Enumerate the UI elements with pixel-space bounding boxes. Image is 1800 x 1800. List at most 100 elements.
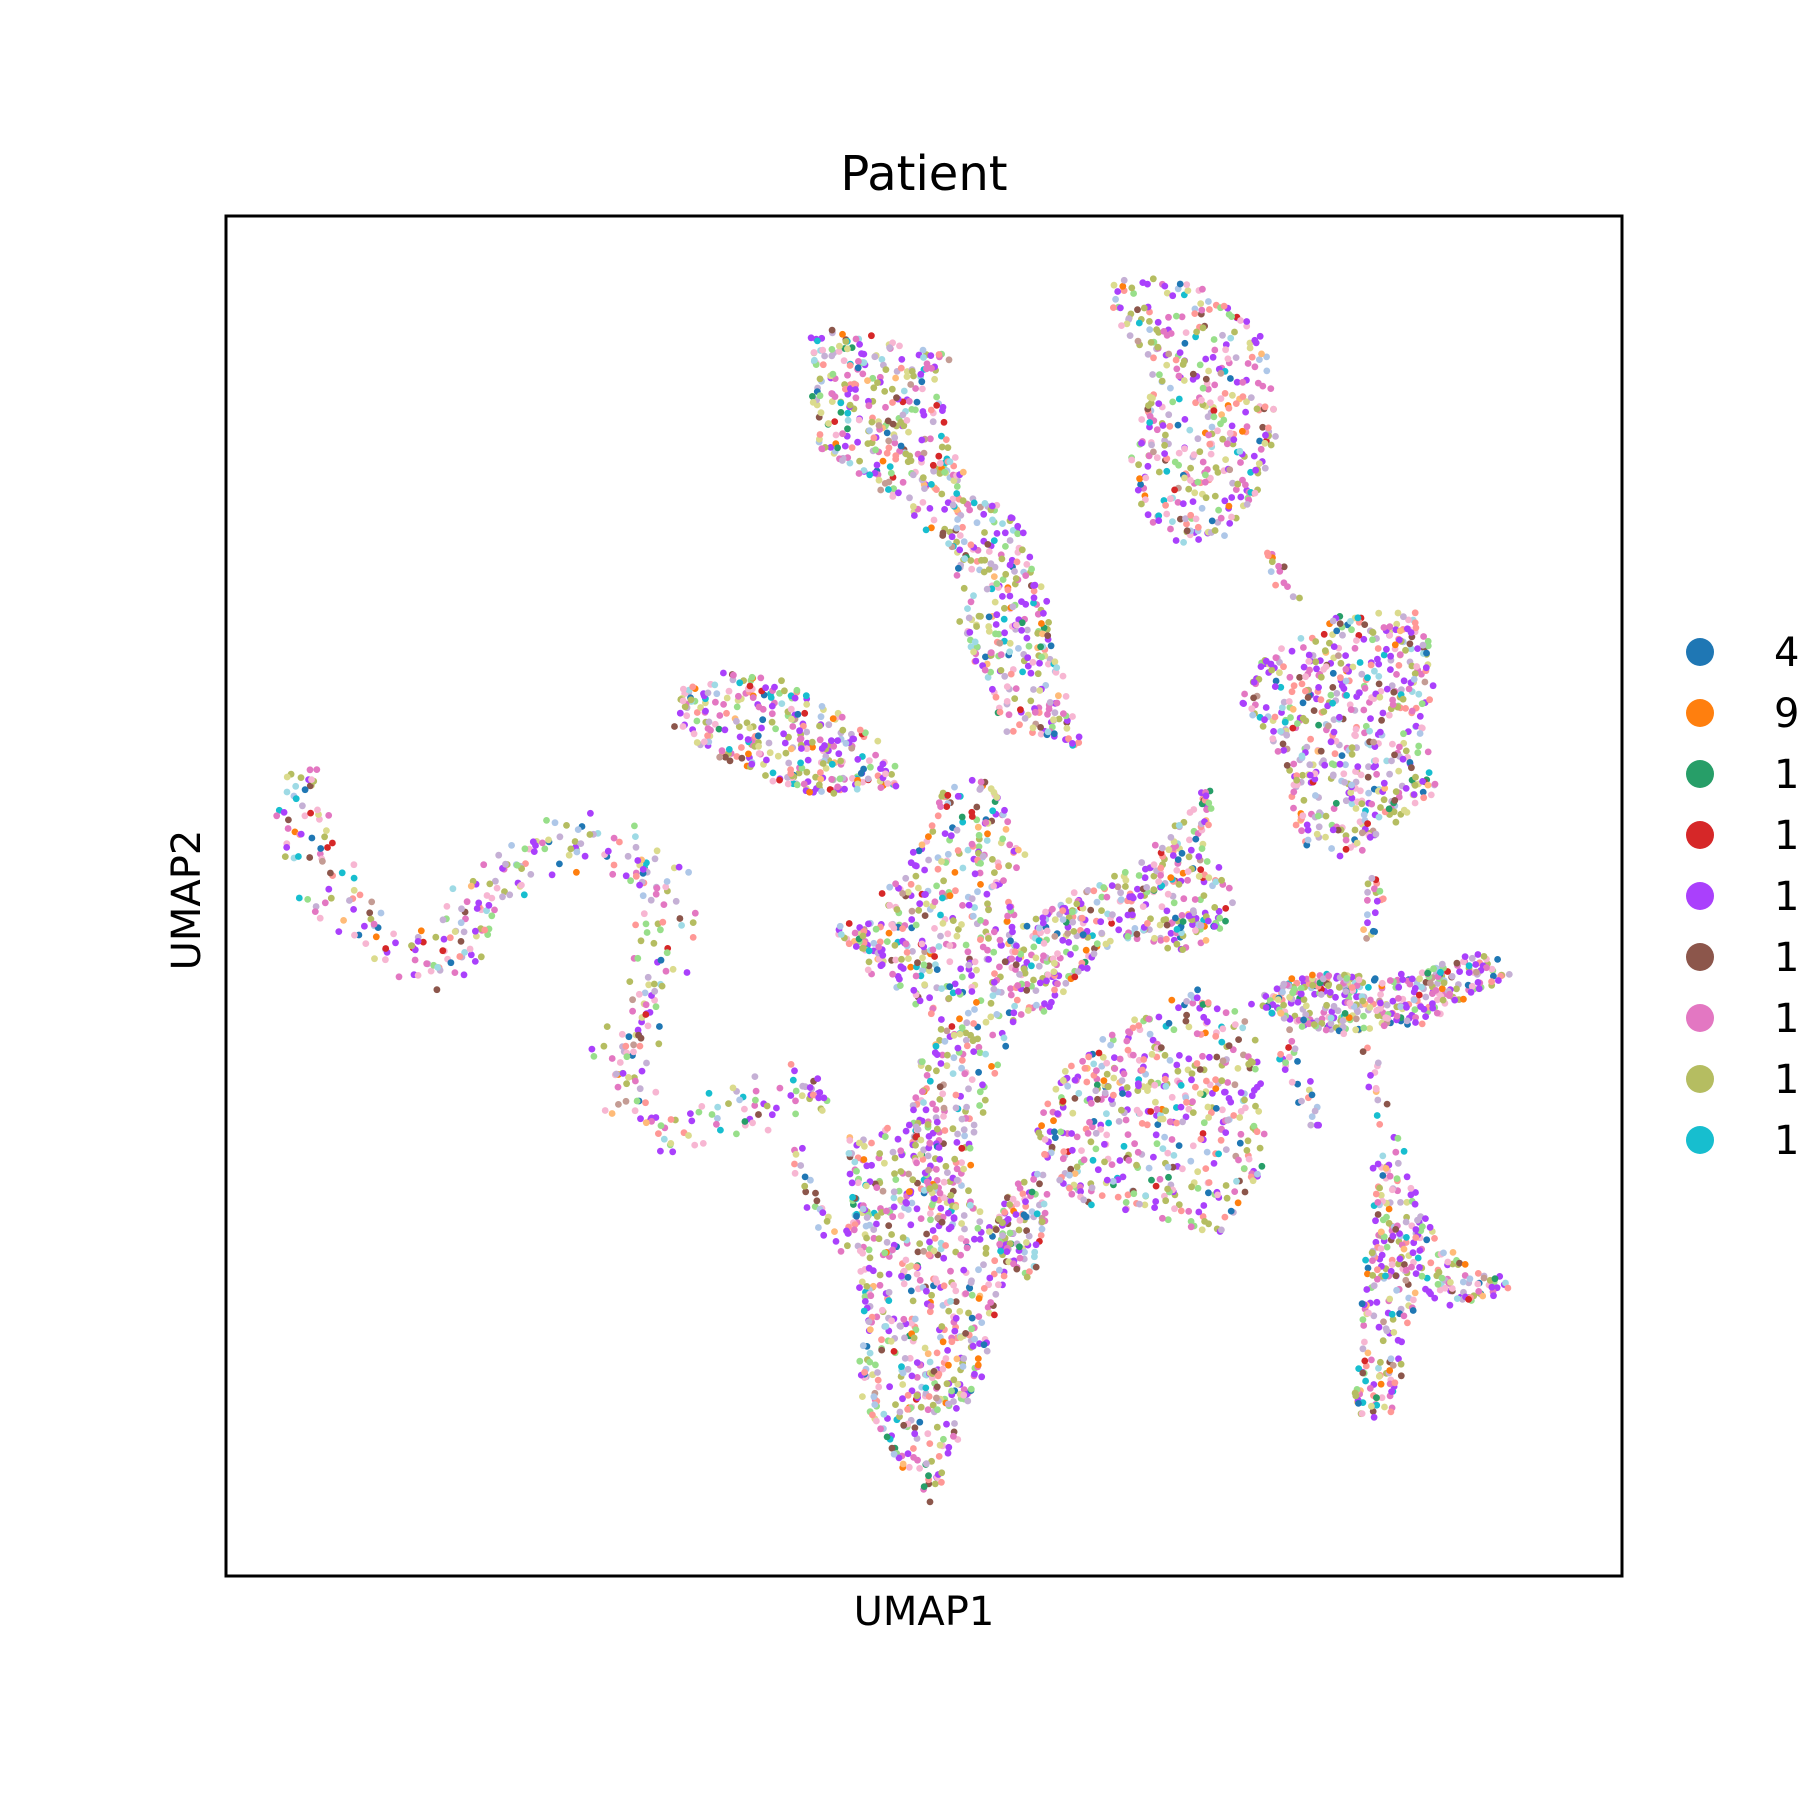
scatter-point — [1164, 1185, 1171, 1193]
scatter-point — [1211, 346, 1219, 354]
scatter-point — [1138, 439, 1145, 447]
scatter-point — [900, 1280, 908, 1288]
scatter-point — [495, 851, 503, 859]
scatter-point — [817, 409, 825, 417]
scatter-point — [869, 374, 877, 382]
scatter-point — [911, 1430, 919, 1438]
scatter-point — [1033, 1001, 1040, 1009]
scatter-point — [1170, 1026, 1178, 1034]
scatter-point — [768, 710, 776, 718]
scatter-point — [1261, 439, 1269, 447]
scatter-point — [873, 1417, 880, 1425]
scatter-point — [1200, 1202, 1208, 1209]
scatter-point — [1117, 304, 1124, 312]
scatter-point — [942, 436, 950, 443]
scatter-point — [923, 1072, 931, 1079]
scatter-point — [1185, 1055, 1193, 1063]
scatter-point — [948, 1387, 955, 1395]
scatter-point — [1044, 728, 1052, 736]
scatter-point — [814, 1075, 822, 1082]
scatter-point — [844, 390, 852, 398]
scatter-point — [903, 417, 911, 424]
scatter-point — [667, 1116, 675, 1123]
scatter-point — [1374, 655, 1381, 663]
scatter-point — [678, 922, 685, 929]
scatter-point — [1420, 794, 1428, 802]
scatter-point — [1180, 895, 1188, 903]
scatter-point — [971, 1235, 978, 1243]
scatter-point — [1416, 712, 1424, 720]
scatter-point — [1412, 624, 1420, 632]
scatter-point — [863, 1182, 870, 1190]
scatter-point — [1368, 1249, 1376, 1257]
scatter-point — [933, 1349, 941, 1357]
scatter-point — [828, 398, 836, 405]
scatter-point — [994, 1061, 1002, 1069]
scatter-point — [1338, 752, 1346, 759]
scatter-point — [1380, 796, 1388, 804]
scatter-point — [733, 703, 741, 711]
scatter-point — [1028, 962, 1035, 970]
scatter-point — [916, 1465, 923, 1472]
scatter-point — [1035, 1129, 1043, 1137]
scatter-point — [983, 837, 991, 844]
scatter-point — [899, 925, 906, 932]
scatter-point — [850, 1226, 858, 1234]
scatter-point — [1233, 1177, 1240, 1185]
scatter-point — [1248, 1000, 1255, 1008]
scatter-point — [1269, 735, 1277, 743]
scatter-point — [1300, 996, 1308, 1003]
scatter-point — [975, 831, 983, 839]
scatter-point — [1425, 1288, 1433, 1296]
scatter-point — [1222, 1182, 1230, 1189]
scatter-point — [1023, 922, 1031, 930]
scatter-point — [691, 1141, 699, 1149]
scatter-point — [1412, 1234, 1420, 1241]
scatter-point — [929, 461, 937, 469]
scatter-point — [1203, 1077, 1210, 1085]
scatter-point — [986, 1274, 994, 1282]
scatter-point — [327, 894, 335, 902]
scatter-point — [1191, 489, 1199, 497]
scatter-point — [892, 880, 899, 888]
scatter-point — [803, 739, 811, 747]
scatter-point — [944, 791, 952, 799]
scatter-point — [1351, 644, 1359, 652]
scatter-point — [1021, 1248, 1028, 1256]
scatter-point — [797, 735, 805, 742]
scatter-point — [993, 1011, 1001, 1018]
scatter-point — [1205, 431, 1212, 439]
scatter-point — [1418, 983, 1425, 991]
scatter-point — [671, 723, 678, 730]
scatter-point — [1341, 1010, 1349, 1017]
scatter-point — [1218, 411, 1225, 419]
scatter-point — [787, 1092, 795, 1099]
scatter-point — [908, 916, 916, 923]
scatter-point — [1377, 1380, 1385, 1388]
scatter-point — [1394, 1336, 1402, 1344]
scatter-point — [1355, 976, 1363, 984]
scatter-point — [1092, 1087, 1100, 1095]
scatter-point — [1044, 1100, 1052, 1108]
scatter-point — [1210, 336, 1218, 343]
scatter-point — [1066, 1171, 1073, 1179]
scatter-point — [307, 809, 314, 817]
scatter-point — [792, 1097, 799, 1105]
scatter-point — [529, 838, 537, 846]
scatter-point — [1400, 1147, 1408, 1155]
scatter-point — [877, 962, 885, 970]
scatter-point — [1014, 982, 1022, 989]
scatter-point — [1385, 711, 1393, 719]
scatter-point — [1329, 684, 1337, 691]
scatter-point — [889, 1246, 896, 1254]
scatter-point — [608, 1055, 616, 1062]
scatter-point — [321, 833, 328, 841]
scatter-point — [1173, 312, 1180, 320]
scatter-point — [1175, 881, 1183, 888]
scatter-point — [1165, 846, 1173, 854]
scatter-point — [1177, 1082, 1185, 1089]
scatter-point — [899, 1381, 907, 1388]
scatter-point — [1157, 937, 1165, 944]
scatter-point — [1147, 1108, 1155, 1115]
scatter-point — [640, 910, 648, 918]
